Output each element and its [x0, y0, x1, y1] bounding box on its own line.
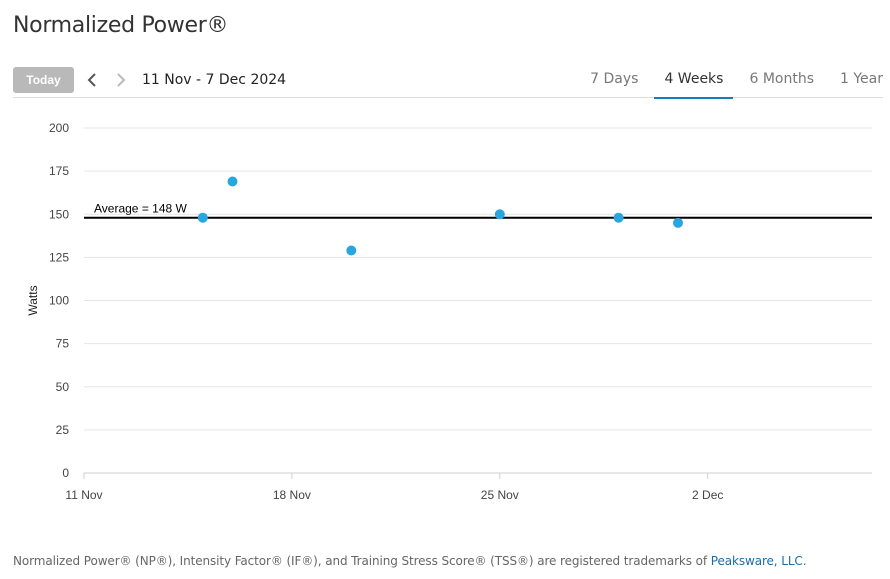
y-tick-label: 150	[49, 207, 69, 221]
y-tick-label: 75	[56, 337, 70, 351]
axes: 0 25 50 75 100 125 150 175 200 11 Nov 18 Nov 25 Nov…	[49, 121, 872, 502]
y-tick-label: 125	[49, 250, 69, 264]
grid-lines	[84, 127, 872, 431]
normalized-power-chart: 0 25 50 75 100 125 150 175 200 11 Nov 18 Nov 25 Nov…	[26, 121, 872, 502]
range-tabs: 7 Days 4 Weeks 6 Months 1 Year	[574, 67, 883, 99]
tab-7-days[interactable]: 7 Days	[590, 71, 639, 87]
x-tick-label: 25 Nov	[481, 488, 519, 502]
tab-1-year[interactable]: 1 Year	[840, 71, 883, 87]
data-point	[673, 217, 683, 228]
peaksware-link[interactable]: Peaksware, LLC	[710, 554, 803, 568]
footer-text: Normalized Power® (NP®), Intensity Facto…	[13, 554, 711, 568]
tab-4-weeks[interactable]: 4 Weeks	[654, 67, 734, 99]
previous-range-button[interactable]	[83, 70, 101, 90]
y-axis-title: Watts	[26, 285, 40, 315]
data-point	[346, 245, 357, 256]
footer-suffix: .	[802, 554, 807, 568]
today-button[interactable]: Today	[13, 67, 74, 93]
average-line-group: Average = 148 W	[84, 202, 872, 219]
y-tick-label: 100	[49, 294, 69, 308]
y-tick-label: 0	[62, 466, 69, 480]
data-point	[227, 176, 238, 187]
next-range-button[interactable]	[112, 70, 130, 90]
y-tick-label: 175	[49, 164, 69, 178]
x-tick-label: 18 Nov	[273, 488, 311, 502]
data-point	[197, 212, 208, 223]
page-title: Normalized Power®	[13, 13, 229, 38]
x-tick-label: 11 Nov	[65, 488, 102, 502]
date-toolbar: Today 11 Nov - 7 Dec 2024 7 Days 4 Weeks…	[13, 67, 883, 99]
data-points	[197, 176, 683, 256]
x-tick-label: 2 Dec	[692, 488, 723, 502]
data-point	[494, 209, 505, 220]
y-tick-label: 25	[56, 423, 70, 437]
chevron-right-icon	[117, 73, 126, 87]
data-point	[613, 212, 624, 223]
date-range-label: 11 Nov - 7 Dec 2024	[142, 72, 287, 88]
y-tick-label: 50	[56, 380, 70, 394]
chevron-left-icon	[87, 73, 96, 87]
tab-6-months[interactable]: 6 Months	[749, 71, 814, 87]
average-label: Average = 148 W	[94, 202, 188, 216]
y-tick-label: 200	[49, 121, 69, 135]
trademark-footer: Normalized Power® (NP®), Intensity Facto…	[13, 554, 806, 568]
